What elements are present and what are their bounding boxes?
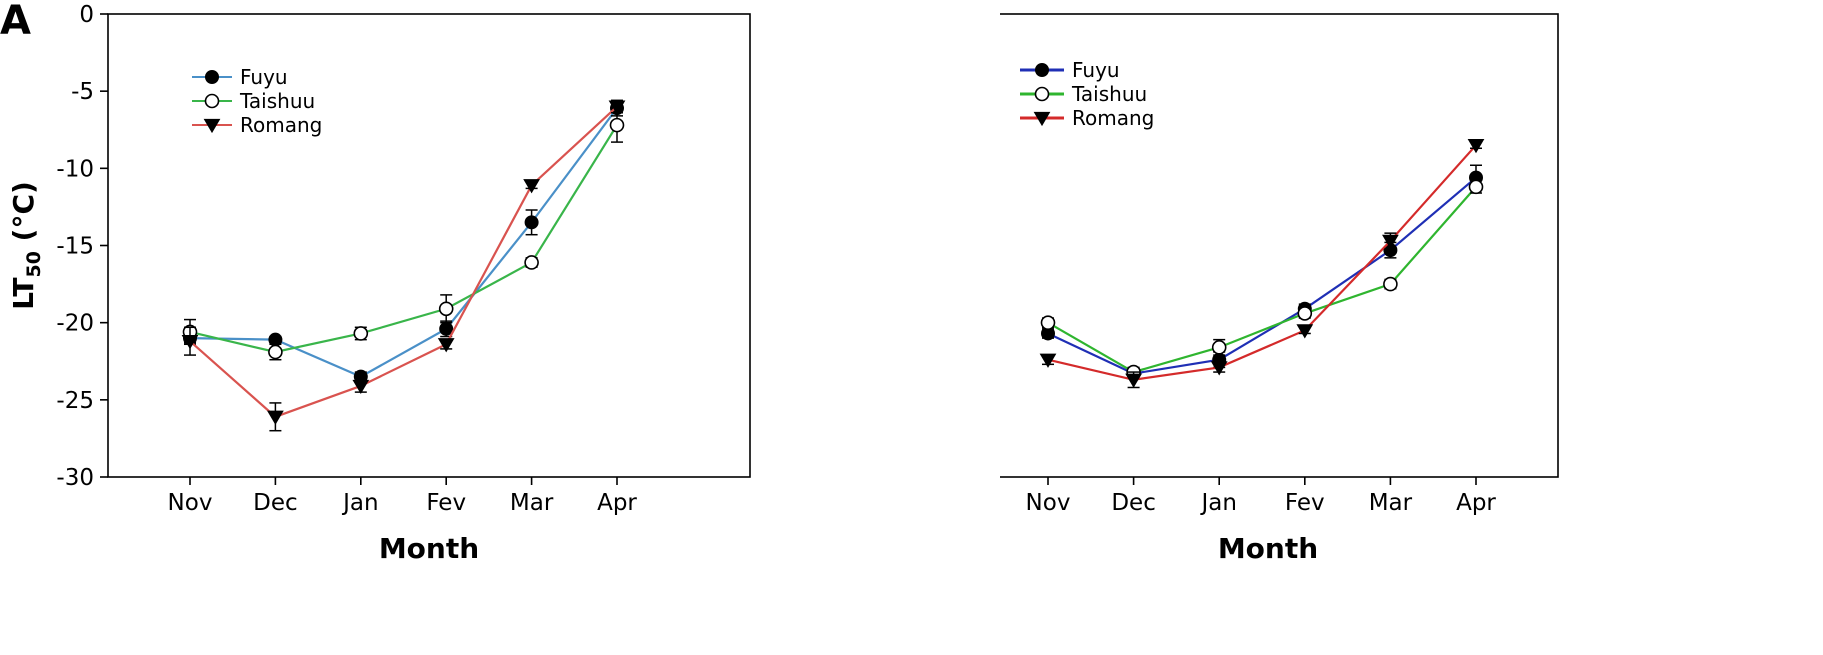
legend-marker-fuyu bbox=[205, 70, 219, 84]
chart-panel-b: B0-5-10-15-20-25-30NovDecJanFevMarAprMon… bbox=[1000, 0, 1823, 655]
point-romang-mar bbox=[1382, 234, 1399, 249]
point-romang-dec bbox=[1125, 373, 1142, 388]
y-tick-label: -5 bbox=[71, 79, 94, 105]
x-tick-label-fev: Fev bbox=[426, 490, 466, 516]
x-tick-label-mar: Mar bbox=[510, 490, 554, 516]
plot-frame bbox=[1000, 13, 1559, 478]
y-tick-label: -10 bbox=[56, 156, 94, 182]
point-fuyu-mar bbox=[524, 215, 539, 230]
y-axis-title: LT50 (°C) bbox=[7, 181, 45, 310]
point-romang-jan bbox=[1210, 361, 1228, 376]
legend-label-taishuu: Taishuu bbox=[239, 89, 315, 113]
x-tick-label-nov: Nov bbox=[168, 490, 213, 516]
point-romang-nov bbox=[181, 335, 199, 350]
x-tick-label-apr: Apr bbox=[1456, 490, 1496, 516]
legend-label-romang: Romang bbox=[240, 113, 322, 137]
series-taishuu bbox=[182, 107, 625, 361]
point-romang-dec bbox=[267, 410, 284, 425]
point-taishuu-jan bbox=[353, 326, 369, 341]
point-taishuu-dec bbox=[268, 344, 283, 360]
x-tick-label-nov: Nov bbox=[1026, 490, 1071, 516]
x-tick-label-dec: Dec bbox=[1111, 490, 1156, 516]
x-axis: Nov Dec Jan Fev Mar Apr bbox=[1026, 477, 1496, 516]
x-tick-label-jan: Jan bbox=[1199, 490, 1236, 516]
series-fuyu bbox=[183, 99, 624, 384]
y-tick-label: -25 bbox=[56, 388, 94, 414]
point-romang-apr bbox=[1467, 139, 1485, 154]
legend-marker-taishuu bbox=[204, 93, 220, 109]
point-romang-apr bbox=[608, 100, 626, 115]
series-line-taishuu bbox=[1047, 186, 1477, 374]
x-tick-label-mar: Mar bbox=[1369, 490, 1413, 516]
point-romang-fev bbox=[1296, 324, 1314, 339]
series-romang bbox=[181, 99, 626, 432]
x-tick-label-dec: Dec bbox=[253, 490, 298, 516]
series-line-fuyu bbox=[1047, 176, 1477, 375]
point-romang-mar bbox=[523, 179, 540, 194]
series-line-fuyu bbox=[189, 107, 618, 378]
y-tick-label: -15 bbox=[56, 234, 94, 260]
x-axis-title: Month bbox=[379, 532, 479, 565]
series-romang bbox=[1039, 139, 1485, 389]
x-tick-label-jan: Jan bbox=[341, 490, 378, 516]
point-taishuu-jan bbox=[1211, 340, 1227, 355]
point-taishuu-nov bbox=[1040, 315, 1056, 330]
point-romang-jan bbox=[352, 379, 370, 395]
legend-marker-taishuu bbox=[1034, 86, 1050, 102]
point-taishuu-fev bbox=[1297, 306, 1313, 321]
legend-label-romang: Romang bbox=[1072, 106, 1154, 130]
legend-label-fuyu: Fuyu bbox=[240, 65, 288, 89]
y-tick-label: -20 bbox=[56, 311, 94, 337]
series-line-taishuu bbox=[189, 124, 618, 354]
point-romang-nov bbox=[1039, 353, 1057, 368]
panel-label: A bbox=[0, 0, 31, 44]
x-tick-label-apr: Apr bbox=[597, 490, 637, 516]
legend-marker-romang bbox=[203, 118, 221, 134]
legend-marker-romang bbox=[1033, 111, 1051, 127]
point-taishuu-apr bbox=[609, 117, 625, 133]
point-taishuu-fev bbox=[438, 301, 454, 317]
series-line-romang bbox=[1047, 144, 1477, 381]
point-taishuu-apr bbox=[1468, 179, 1484, 195]
legend-label-taishuu: Taishuu bbox=[1071, 82, 1147, 106]
x-tick-label-fev: Fev bbox=[1285, 490, 1325, 516]
legend-marker-fuyu bbox=[1035, 63, 1049, 77]
chart-svg-b: B0-5-10-15-20-25-30NovDecJanFevMarAprMon… bbox=[1000, 13, 1559, 565]
y-tick-label: 0 bbox=[79, 2, 94, 28]
plot-frame bbox=[107, 13, 751, 478]
series-line-romang bbox=[189, 105, 618, 419]
point-taishuu-mar bbox=[1383, 276, 1398, 292]
point-fuyu-fev bbox=[439, 321, 454, 336]
y-axis: 0 -5 -10 -15 -20 -25 -30 bbox=[56, 2, 108, 491]
point-taishuu-mar bbox=[524, 255, 539, 270]
chart-panel-a: A 0 -5 -10 -15 -20 -25 -30 Nov Dec Jan Fev Mar Apr Mon… bbox=[0, 0, 900, 655]
y-tick-label: -30 bbox=[56, 465, 94, 491]
chart-svg-a: A 0 -5 -10 -15 -20 -25 -30 Nov Dec Jan Fev Mar Apr Mon… bbox=[0, 0, 751, 565]
x-axis-title: Month bbox=[1218, 532, 1318, 565]
legend-label-fuyu: Fuyu bbox=[1072, 58, 1120, 82]
x-axis: Nov Dec Jan Fev Mar Apr bbox=[168, 477, 637, 516]
point-romang-fev bbox=[437, 338, 455, 353]
